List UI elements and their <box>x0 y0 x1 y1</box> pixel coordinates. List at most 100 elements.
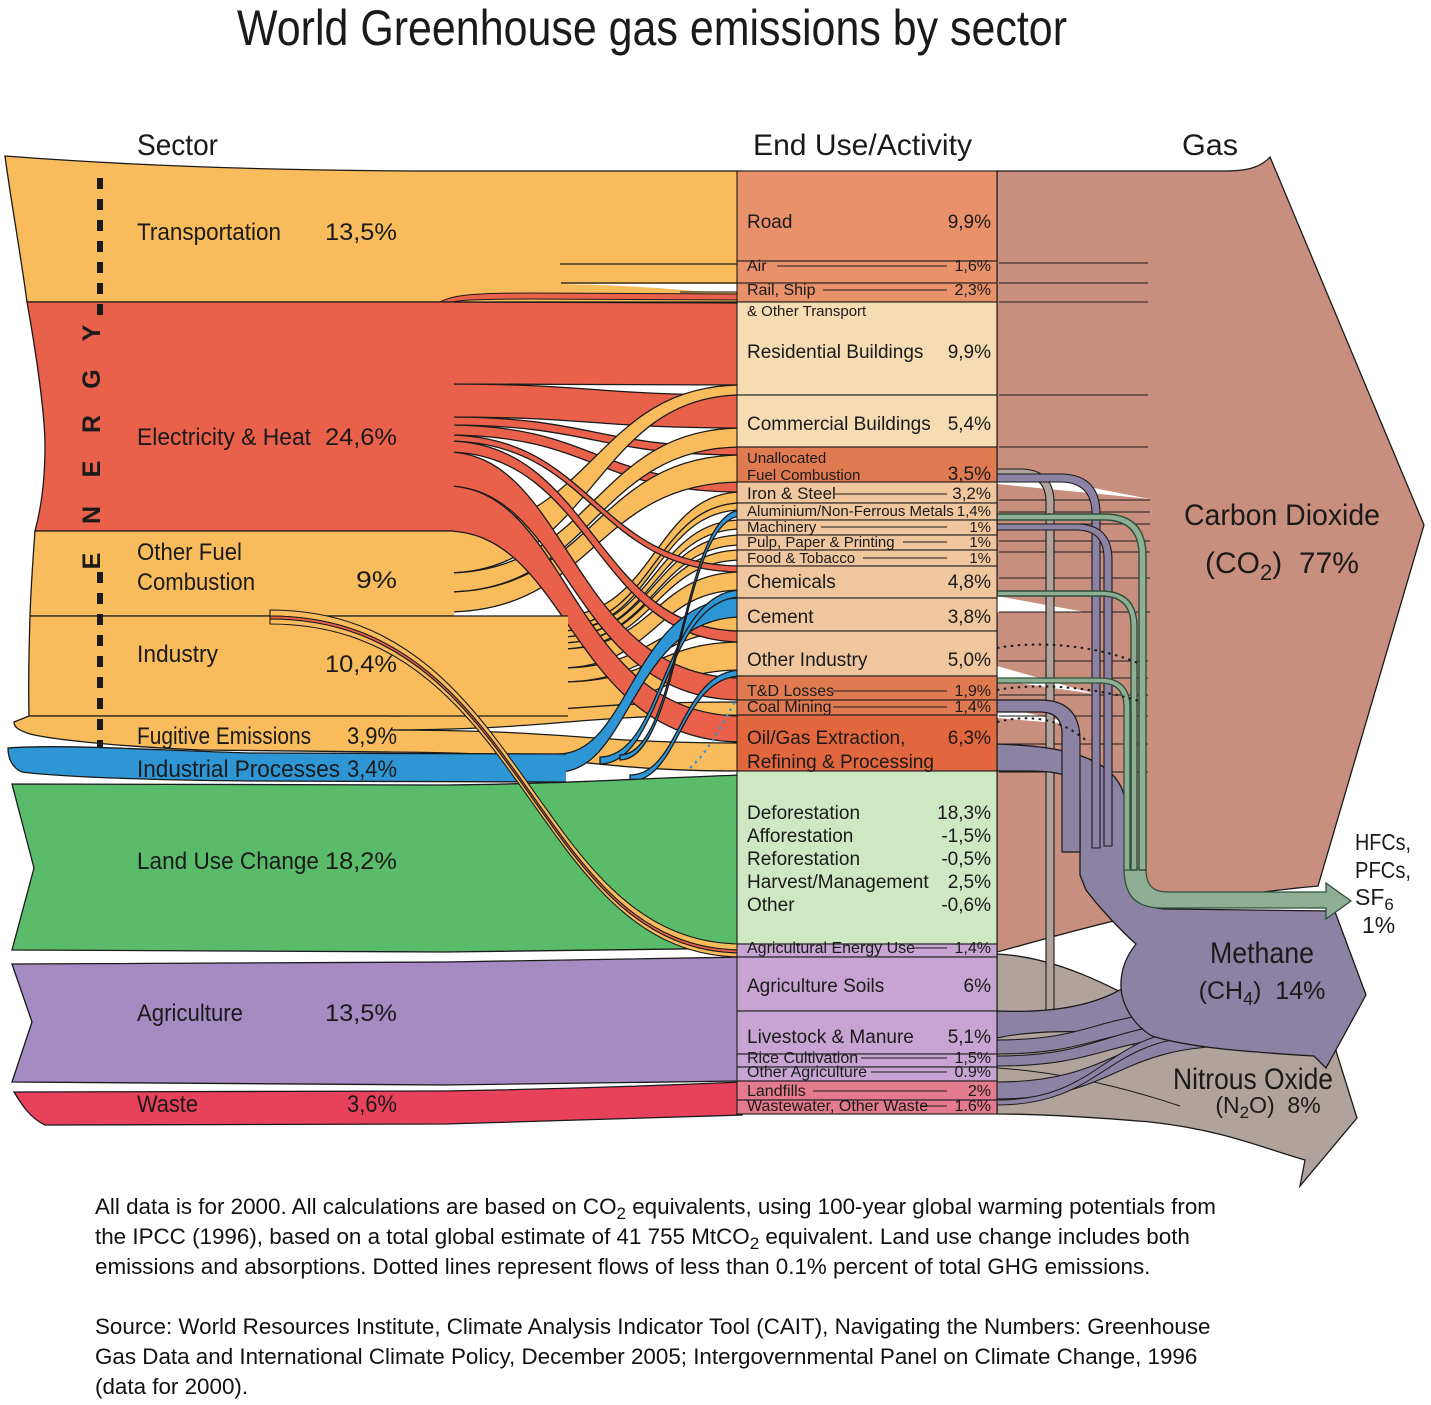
svg-text:Other: Other <box>747 895 795 916</box>
svg-text:Afforestation: Afforestation <box>747 826 853 847</box>
svg-text:5,4%: 5,4% <box>948 414 991 435</box>
svg-text:the IPCC (1996), based on a to: the IPCC (1996), based on a total global… <box>95 1224 1190 1253</box>
svg-text:PFCs,: PFCs, <box>1355 857 1411 883</box>
svg-text:5,0%: 5,0% <box>948 650 991 671</box>
svg-text:Unallocated: Unallocated <box>747 450 826 467</box>
svg-text:Waste: Waste <box>137 1091 198 1118</box>
svg-text:13,5%: 13,5% <box>325 219 397 246</box>
svg-text:End Use/Activity: End Use/Activity <box>753 129 972 162</box>
svg-text:18,3%: 18,3% <box>937 803 991 824</box>
svg-text:(data for 2000).: (data for 2000). <box>95 1374 248 1399</box>
svg-text:Cement: Cement <box>747 607 814 628</box>
svg-text:1,4%: 1,4% <box>955 940 991 957</box>
svg-text:-0,6%: -0,6% <box>941 895 991 916</box>
svg-text:G: G <box>78 369 106 388</box>
svg-text:(CO2) 77%: (CO2) 77% <box>1205 547 1359 585</box>
svg-text:2,5%: 2,5% <box>948 872 991 893</box>
svg-text:Industry: Industry <box>137 641 218 668</box>
svg-text:Other Fuel: Other Fuel <box>137 539 242 566</box>
svg-text:Landfills: Landfills <box>747 1083 806 1100</box>
svg-text:Agriculture: Agriculture <box>137 1000 243 1027</box>
svg-text:Refining & Processing: Refining & Processing <box>747 752 934 773</box>
svg-text:Agricultural Energy Use: Agricultural Energy Use <box>747 940 915 957</box>
svg-text:4,8%: 4,8% <box>948 572 991 593</box>
svg-text:& Other Transport: & Other Transport <box>747 303 867 320</box>
svg-text:Source: World Resources Instit: Source: World Resources Institute, Clima… <box>95 1314 1210 1339</box>
svg-text:Rice Cultivation: Rice Cultivation <box>747 1050 858 1067</box>
svg-text:Residential Buildings: Residential Buildings <box>747 342 923 363</box>
svg-text:10,4%: 10,4% <box>325 651 397 678</box>
svg-text:3,8%: 3,8% <box>948 607 991 628</box>
svg-text:-1,5%: -1,5% <box>941 826 991 847</box>
svg-text:Gas: Gas <box>1182 129 1238 162</box>
svg-text:9,9%: 9,9% <box>948 212 991 233</box>
svg-text:emissions and absorptions. Dot: emissions and absorptions. Dotted lines … <box>95 1254 1150 1279</box>
svg-text:Agriculture Soils: Agriculture Soils <box>747 976 884 997</box>
svg-text:E: E <box>78 553 106 570</box>
svg-text:Nitrous Oxide: Nitrous Oxide <box>1173 1063 1333 1096</box>
svg-text:18,2%: 18,2% <box>325 848 397 875</box>
svg-text:24,6%: 24,6% <box>325 424 397 451</box>
svg-text:Chemicals: Chemicals <box>747 572 836 593</box>
svg-text:Coal Mining: Coal Mining <box>747 699 831 716</box>
svg-text:9,9%: 9,9% <box>948 342 991 363</box>
svg-text:Food & Tobacco: Food & Tobacco <box>747 550 855 567</box>
svg-text:Air: Air <box>747 258 767 275</box>
svg-text:T&D Losses: T&D Losses <box>747 683 834 700</box>
svg-text:Pulp, Paper & Printing: Pulp, Paper & Printing <box>747 534 895 551</box>
svg-text:1%: 1% <box>1362 912 1395 938</box>
svg-text:World Greenhouse gas emissions: World Greenhouse gas emissions by sector <box>237 0 1067 56</box>
svg-text:1,4%: 1,4% <box>957 503 991 520</box>
svg-text:1,6%: 1,6% <box>955 258 991 275</box>
svg-text:(N2O) 8%: (N2O) 8% <box>1215 1092 1320 1122</box>
svg-text:Fuel Combustion: Fuel Combustion <box>747 467 860 484</box>
svg-text:Combustion: Combustion <box>137 569 255 596</box>
svg-text:(CH4) 14%: (CH4) 14% <box>1199 977 1326 1009</box>
svg-text:1%: 1% <box>969 550 991 567</box>
svg-text:Harvest/Management: Harvest/Management <box>747 872 929 893</box>
svg-text:1,9%: 1,9% <box>955 683 991 700</box>
svg-text:3,6%: 3,6% <box>347 1091 397 1118</box>
svg-text:2,3%: 2,3% <box>955 282 991 299</box>
svg-text:Road: Road <box>747 212 792 233</box>
svg-text:Other Industry: Other Industry <box>747 650 868 671</box>
svg-text:Other Agriculture: Other Agriculture <box>747 1064 867 1081</box>
svg-text:E: E <box>78 461 106 478</box>
svg-text:Wastewater, Other Waste: Wastewater, Other Waste <box>747 1098 928 1115</box>
svg-text:Rail, Ship: Rail, Ship <box>747 282 816 299</box>
svg-text:5,1%: 5,1% <box>948 1027 991 1048</box>
svg-text:Gas Data and International Cli: Gas Data and International Climate Polic… <box>95 1344 1197 1369</box>
svg-text:1,5%: 1,5% <box>955 1050 991 1067</box>
svg-text:6,3%: 6,3% <box>948 728 991 749</box>
svg-text:Iron & Steel: Iron & Steel <box>747 484 836 503</box>
svg-text:Carbon Dioxide: Carbon Dioxide <box>1184 499 1380 532</box>
svg-text:0.9%: 0.9% <box>955 1064 991 1081</box>
svg-text:Machinery: Machinery <box>747 519 817 536</box>
svg-text:HFCs,: HFCs, <box>1355 829 1411 855</box>
svg-text:Transportation: Transportation <box>137 219 281 246</box>
svg-text:6%: 6% <box>964 976 992 997</box>
svg-text:-0,5%: -0,5% <box>941 849 991 870</box>
svg-text:1.6%: 1.6% <box>955 1098 991 1115</box>
svg-text:Deforestation: Deforestation <box>747 803 860 824</box>
svg-text:All data is for 2000. All calc: All data is for 2000. All calculations a… <box>95 1194 1216 1223</box>
svg-text:Electricity & Heat: Electricity & Heat <box>137 424 311 451</box>
svg-text:N: N <box>78 506 106 524</box>
svg-text:Land Use Change: Land Use Change <box>137 848 319 875</box>
svg-text:3,2%: 3,2% <box>952 484 991 503</box>
svg-text:Fugitive Emissions: Fugitive Emissions <box>137 723 311 750</box>
svg-text:Methane: Methane <box>1210 937 1314 970</box>
svg-text:R: R <box>78 415 106 433</box>
svg-text:Aluminium/Non-Ferrous Metals: Aluminium/Non-Ferrous Metals <box>747 503 954 520</box>
svg-text:Livestock & Manure: Livestock & Manure <box>747 1027 914 1048</box>
svg-text:1,4%: 1,4% <box>955 699 991 716</box>
svg-text:3,5%: 3,5% <box>948 464 991 485</box>
svg-text:Commercial Buildings: Commercial Buildings <box>747 414 931 435</box>
svg-text:3,4%: 3,4% <box>347 756 397 783</box>
svg-text:Y: Y <box>78 324 106 341</box>
svg-text:1%: 1% <box>969 534 991 551</box>
svg-text:Industrial Processes: Industrial Processes <box>137 756 340 783</box>
svg-text:Reforestation: Reforestation <box>747 849 860 870</box>
svg-text:13,5%: 13,5% <box>325 1000 397 1027</box>
svg-text:Sector: Sector <box>137 129 218 162</box>
